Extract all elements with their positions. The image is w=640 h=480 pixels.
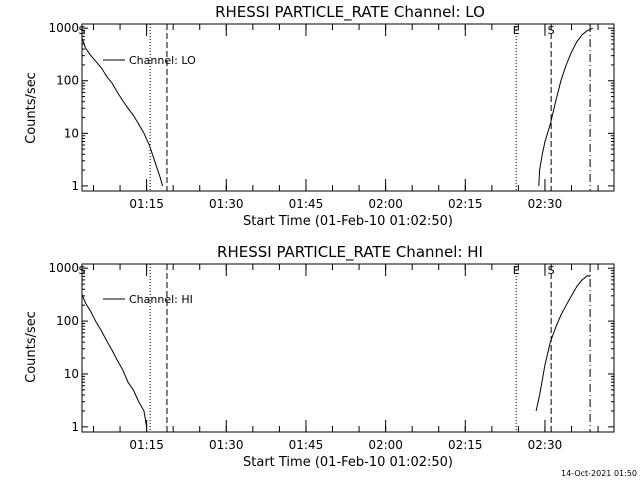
x-tick-label: 01:30: [209, 438, 244, 452]
xlabel-lo: Start Time (01-Feb-10 01:02:50): [243, 214, 453, 229]
x-tick-label: 02:30: [528, 438, 563, 452]
y-tick-label: 1: [71, 420, 79, 434]
plot-frame-hi: [81, 263, 615, 433]
panel-lo: RHESSI PARTICLE_RATE Channel: LO Start T…: [24, 3, 615, 229]
time-marker-label: E: [513, 264, 520, 277]
x-tick-label: 02:30: [528, 197, 563, 211]
legend-label-hi: Channel: HI: [129, 293, 193, 306]
x-axis-hi: 01:15 01:30 01:45 02:00 02:15 02:30: [93, 264, 599, 452]
footer-timestamp: 14-Oct-2021 01:50: [561, 469, 637, 478]
series-line: [81, 37, 164, 187]
series-line: [535, 275, 591, 412]
x-tick-label: 01:45: [289, 438, 324, 452]
plot-frame-lo: [81, 23, 615, 192]
y-axis-lo: 1 10 100 1000: [48, 21, 614, 193]
title-hi: RHESSI PARTICLE_RATE Channel: HI: [217, 243, 483, 262]
x-tick-label: 01:45: [289, 197, 324, 211]
x-axis-lo: 01:15 01:30 01:45 02:00 02:15 02:30: [93, 24, 599, 211]
x-tick-label: 02:00: [368, 197, 403, 211]
time-marker-label: S: [548, 264, 555, 277]
series-line: [538, 27, 594, 186]
y-tick-label: 10: [64, 126, 79, 140]
ylabel-lo: Counts/sec: [24, 72, 39, 144]
legend-label-lo: Channel: LO: [129, 54, 196, 67]
ylabel-hi: Counts/sec: [24, 311, 39, 383]
series-lo: [81, 27, 594, 187]
title-lo: RHESSI PARTICLE_RATE Channel: LO: [215, 3, 485, 22]
time-marker-label: S: [79, 24, 86, 37]
x-tick-label: 02:15: [448, 197, 483, 211]
time-marker-label: E: [513, 24, 520, 37]
y-tick-label: 1: [71, 179, 79, 193]
y-tick-label: 1000: [48, 261, 79, 275]
y-tick-label: 1000: [48, 21, 79, 35]
y-axis-hi: 1 10 100 1000: [48, 261, 614, 434]
legend-lo: Channel: LO: [103, 54, 196, 67]
series-line: [81, 294, 148, 427]
y-tick-label: 100: [56, 74, 79, 88]
x-tick-label: 01:15: [129, 197, 164, 211]
y-tick-label: 10: [64, 367, 79, 381]
time-marker-label: S: [548, 24, 555, 37]
xlabel-hi: Start Time (01-Feb-10 01:02:50): [243, 455, 453, 470]
series-hi: [81, 275, 591, 427]
y-tick-label: 100: [56, 314, 79, 328]
panel-hi: RHESSI PARTICLE_RATE Channel: HI Start T…: [24, 243, 615, 470]
x-tick-label: 02:00: [368, 438, 403, 452]
legend-hi: Channel: HI: [103, 293, 193, 306]
x-tick-label: 01:15: [129, 438, 164, 452]
time-marker-label: S: [79, 264, 86, 277]
x-tick-label: 01:30: [209, 197, 244, 211]
x-tick-label: 02:15: [448, 438, 483, 452]
